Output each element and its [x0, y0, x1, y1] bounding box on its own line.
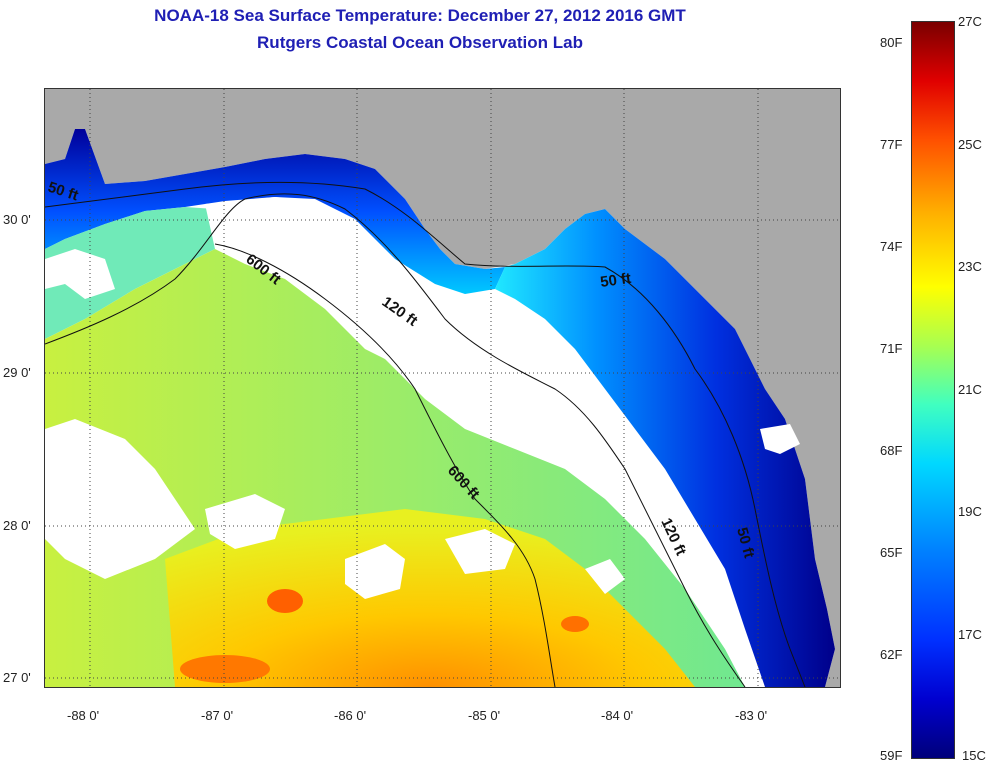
land-area: [45, 89, 840, 687]
temperature-colorbar: [911, 21, 955, 759]
contour-label-50ft-north: 50 ft: [599, 270, 632, 291]
colorbar-label-65f: 65F: [880, 545, 903, 560]
isobath-120ft: [45, 193, 746, 687]
sst-nw-cold-band: [45, 129, 505, 294]
sst-east-cold-band: [495, 209, 835, 687]
colorbar-label-62f: 62F: [880, 647, 903, 662]
isobath-50ft: [45, 181, 806, 687]
cloud-patch-southwest-2: [205, 494, 285, 549]
colorbar-label-25c: 25C: [958, 137, 982, 152]
isobath-600ft: [214, 243, 556, 687]
colorbar-label-21c: 21C: [958, 382, 982, 397]
sst-hotspot-south: [180, 655, 270, 683]
lat-label-29: 29 0': [3, 365, 31, 380]
colorbar-label-68f: 68F: [880, 443, 903, 458]
colorbar-label-23c: 23C: [958, 259, 982, 274]
lat-label-30: 30 0': [3, 212, 31, 227]
colorbar-label-74f: 74F: [880, 239, 903, 254]
colorbar-label-71f: 71F: [880, 341, 903, 356]
lon-label-88: -88 0': [67, 708, 100, 723]
colorbar-label-77f: 77F: [880, 137, 903, 152]
sst-south-warm-region: [165, 509, 695, 687]
cloud-patch-center: [205, 197, 555, 419]
cloud-patch-east: [760, 424, 800, 454]
colorbar-label-15c: 15C: [962, 748, 986, 763]
colorbar-label-59f: 59F: [880, 748, 903, 763]
map-grid: [45, 89, 840, 687]
colorbar-label-17c: 17C: [958, 627, 982, 642]
sst-map-canvas: 50 ft 50 ft 50 ft 120 ft 120 ft 600 ft 6…: [45, 89, 840, 687]
lon-label-87: -87 0': [201, 708, 234, 723]
cloud-patch-south: [345, 544, 405, 599]
lon-label-84: -84 0': [601, 708, 634, 723]
sst-west-cool-band: [45, 207, 215, 339]
cloud-patch-southwest: [45, 419, 195, 579]
lon-label-83: -83 0': [735, 708, 768, 723]
lat-label-28: 28 0': [3, 518, 31, 533]
cloud-patch-se: [585, 559, 625, 594]
figure-title: NOAA-18 Sea Surface Temperature: Decembe…: [154, 6, 686, 25]
sst-hotspot-west: [267, 589, 303, 613]
lon-label-86: -86 0': [334, 708, 367, 723]
sst-hotspot-east: [561, 616, 589, 632]
isobath-contours: [45, 181, 806, 687]
colorbar-label-80f: 80F: [880, 35, 903, 50]
colorbar-label-19c: 19C: [958, 504, 982, 519]
figure-subtitle: Rutgers Coastal Ocean Observation Lab: [257, 33, 583, 52]
colorbar-label-27c: 27C: [958, 14, 982, 29]
cloud-patch-south-2: [445, 529, 515, 574]
cloud-patch-west: [45, 249, 115, 299]
lon-label-85: -85 0': [468, 708, 501, 723]
sst-map: 50 ft 50 ft 50 ft 120 ft 120 ft 600 ft 6…: [44, 88, 841, 688]
lat-label-27: 27 0': [3, 670, 31, 685]
